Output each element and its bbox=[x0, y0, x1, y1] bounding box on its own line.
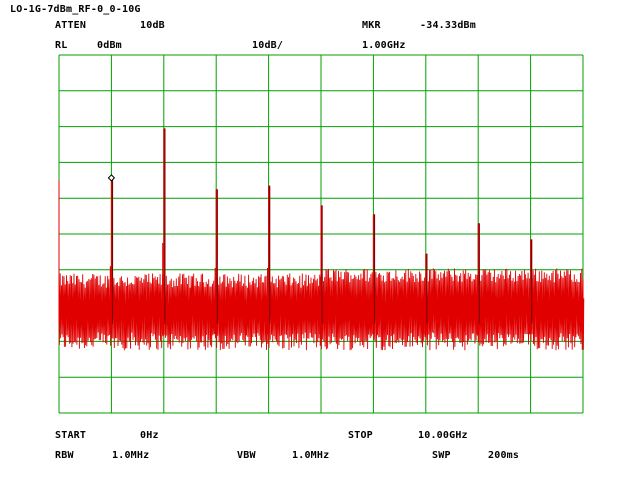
vbw-value: 1.0MHz bbox=[292, 450, 330, 461]
scale-per-div: 10dB/ bbox=[252, 40, 284, 51]
sweep-time: 200ms bbox=[488, 450, 520, 461]
start-frequency: 0Hz bbox=[140, 430, 159, 441]
marker-amplitude: -34.33dBm bbox=[420, 20, 476, 31]
marker-frequency: 1.00GHz bbox=[362, 40, 406, 51]
atten-label: ATTEN bbox=[55, 20, 87, 31]
marker-diamond bbox=[107, 174, 116, 182]
ref-level-label: RL bbox=[55, 40, 68, 51]
marker-diamond-shape bbox=[107, 174, 116, 182]
stop-label: STOP bbox=[348, 430, 373, 441]
harmonic-peaks bbox=[109, 128, 533, 335]
noise-trace bbox=[58, 180, 585, 351]
sweep-label: SWP bbox=[432, 450, 451, 461]
vbw-label: VBW bbox=[237, 450, 256, 461]
atten-value: 10dB bbox=[140, 20, 165, 31]
start-label: START bbox=[55, 430, 87, 441]
ref-level-value: 0dBm bbox=[97, 40, 122, 51]
rbw-value: 1.0MHz bbox=[112, 450, 150, 461]
noise-floor-path bbox=[58, 268, 585, 351]
marker-label: MKR bbox=[362, 20, 381, 31]
trace-title: LO-1G-7dBm_RF-0_0-10G bbox=[10, 4, 141, 15]
rbw-label: RBW bbox=[55, 450, 74, 461]
stop-frequency: 10.00GHz bbox=[418, 430, 468, 441]
